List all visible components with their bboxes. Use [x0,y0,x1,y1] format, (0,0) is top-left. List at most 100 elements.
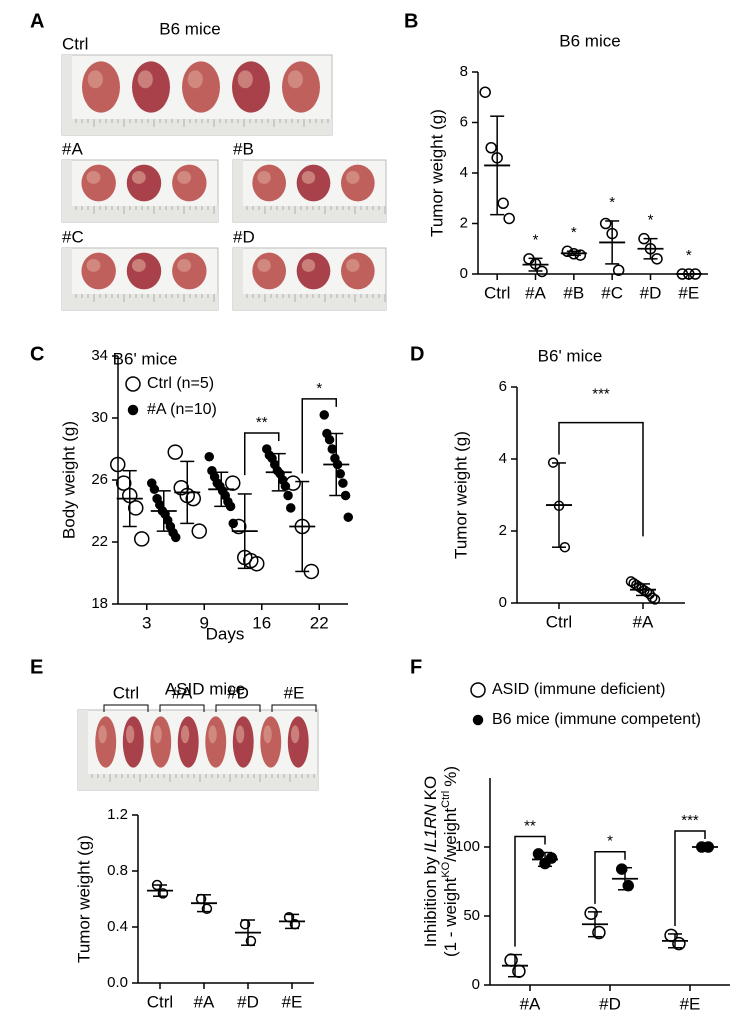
legend-label: B6 mice (immune competent) [492,711,701,728]
data-point [228,518,238,529]
y-tick-label: 8 [460,63,468,80]
y-axis-label: Inhibition by IL1RN KO [421,776,440,947]
y-tick-label: 50 [463,907,480,924]
significance-label: * [648,212,654,229]
significance-bracket [301,398,337,474]
tumor [122,716,144,768]
significance-label: * [609,194,615,211]
legend-label: Ctrl (n=5) [147,375,215,392]
x-tick-label: #A [194,992,215,1011]
photo-label: Ctrl [113,683,139,702]
y-tick-label: 30 [91,409,108,426]
photo-bracket [159,704,205,712]
tumor [132,61,170,113]
y-axis-label: Tumor weight (g) [74,835,93,963]
data-point [599,217,612,230]
y-tick-label: 6 [460,113,468,130]
x-tick-label: #D [237,992,259,1011]
data-point [324,434,335,445]
data-point [283,490,293,501]
photo-label: #E [284,683,305,702]
tumor-highlight [257,171,271,184]
tumor [340,164,375,202]
tumor-highlight [235,725,245,744]
significance-bracket [558,421,644,537]
tumor-highlight [177,259,192,272]
tumor-highlight [87,70,103,89]
y-tick-label: 2 [499,522,507,539]
tumor-highlight [187,70,203,89]
tumor [252,164,287,202]
photo-bracket [271,704,317,712]
significance-label: * [607,833,613,850]
data-point [672,936,686,951]
y-axis-label-part: /weight [441,808,460,862]
data-point [128,500,144,516]
ruler-left [62,160,72,222]
tumor-highlight [153,725,162,744]
legend-marker [472,714,484,726]
data-point [173,480,189,496]
y-axis-label: Tumor weight (g) [427,109,446,237]
y-tick-label: 100 [455,838,480,855]
chart-title: B6' mice [538,346,603,365]
tumor [282,61,320,113]
data-point [204,452,214,462]
tumor [296,164,331,202]
tumor [172,164,207,202]
panel-letter: F [410,656,422,678]
data-point [280,481,291,491]
y-tick-label: 0 [499,594,507,611]
data-point [592,925,606,940]
tumor-photo [232,247,387,311]
ruler [62,294,218,310]
x-tick-label: Ctrl [546,612,572,631]
data-point [335,469,345,479]
chart-title: B6' mice [113,349,178,368]
photo-label: #D [227,683,249,702]
data-point [584,906,598,920]
significance-bracket [514,835,546,947]
data-point [327,444,337,454]
tumor [232,61,270,113]
tumor [82,61,120,113]
tumor-highlight [257,259,271,272]
panel-letter: D [410,343,424,365]
y-axis-label-part: (1 - weight [441,877,460,957]
y-axis-label: Body weight (g) [59,421,78,539]
tumor [177,716,199,768]
tumor [287,716,309,768]
significance-label: *** [681,812,699,829]
tumor-highlight [301,259,316,272]
x-tick-label: 3 [142,613,151,632]
y-tick-label: 18 [91,595,108,612]
photo-label: #A [62,139,83,158]
data-point [647,592,658,603]
ruler-left [233,248,243,310]
data-point [167,444,183,460]
tumor-highlight [301,171,316,184]
ruler-left [62,55,72,135]
data-point [338,478,348,488]
y-tick-label: 4 [499,450,507,467]
tumor [252,252,287,290]
tumor-highlight [287,70,303,89]
x-tick-label: #D [640,283,662,302]
photo-label: #B [233,139,254,158]
data-point [249,555,265,572]
legend-marker [125,376,141,392]
tumor-highlight [346,259,360,272]
y-tick-label: 34 [91,347,108,364]
tumor-photo [61,54,333,136]
chart-title: B6 mice [559,31,620,50]
data-point [625,576,637,587]
photo-label: Ctrl [62,34,88,53]
tumor-photo [61,247,219,311]
data-point [225,475,241,491]
tumor-highlight [131,171,146,184]
legend-marker [127,404,139,416]
legend-marker [470,682,486,698]
ruler-left [233,160,243,222]
x-tick-label: Ctrl [484,283,510,302]
